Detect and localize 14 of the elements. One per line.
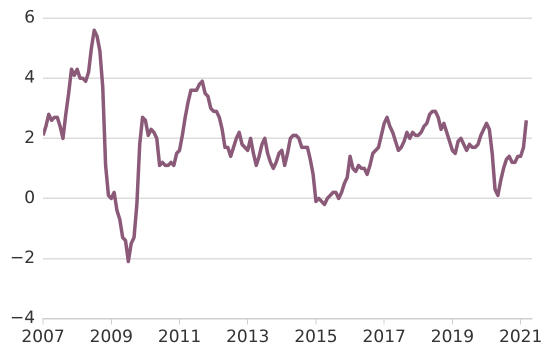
y-tick-label: 6	[24, 8, 36, 28]
x-tick-label: 2019	[430, 327, 474, 348]
y-tick-label: 4	[24, 68, 36, 88]
y-tick-label: −2	[10, 248, 36, 268]
x-tick-label: 2015	[294, 327, 338, 348]
x-tick-label: 2013	[226, 327, 270, 348]
y-tick-label: −4	[10, 308, 36, 328]
x-tick-label: 2011	[158, 327, 202, 348]
x-tick-label: 2009	[90, 327, 133, 348]
x-tick-label: 2007	[21, 327, 65, 348]
x-tick-label: 2021	[498, 327, 542, 348]
x-tick-label: 2017	[362, 327, 406, 348]
y-tick-label: 2	[24, 128, 36, 148]
y-tick-label: 0	[24, 188, 36, 208]
